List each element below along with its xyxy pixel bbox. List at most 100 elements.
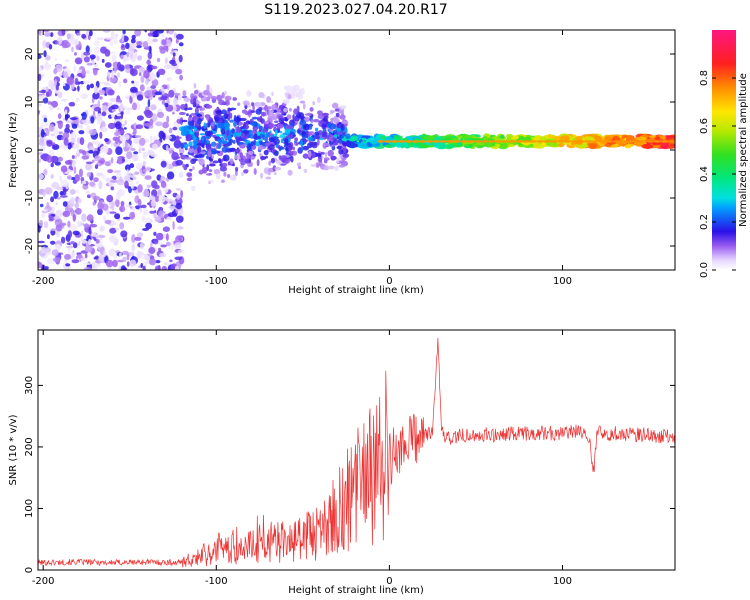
heatmap-cell: [80, 176, 85, 182]
heatmap-cell: [542, 140, 551, 143]
heatmap-cell: [221, 92, 225, 99]
heatmap-cell: [78, 130, 85, 135]
heatmap-cell: [229, 147, 236, 152]
heatmap-cell: [74, 52, 77, 56]
heatmap-cell: [126, 151, 133, 160]
colorbar-tick-label: 0.0: [699, 262, 710, 278]
heatmap-cell: [316, 163, 319, 167]
heatmap-cell: [169, 259, 173, 263]
heatmap-cell: [138, 72, 142, 77]
heatmap-cell: [241, 109, 248, 114]
heatmap-cell: [73, 242, 78, 249]
heatmap-cell: [130, 148, 136, 151]
heatmap-cell: [160, 195, 166, 203]
x-tick-label: -200: [32, 276, 55, 287]
heatmap-cell: [88, 129, 97, 136]
heatmap-cell: [197, 117, 202, 125]
heatmap-cell: [183, 97, 191, 102]
heatmap-cell: [246, 90, 252, 97]
heatmap-cell: [190, 185, 196, 192]
heatmap-cell: [323, 143, 331, 147]
heatmap-cell: [148, 246, 156, 255]
heatmap-cell: [268, 123, 275, 129]
heatmap-cell: [50, 228, 57, 232]
heatmap-cell: [100, 260, 106, 264]
heatmap-cell: [91, 261, 96, 269]
heatmap-cell: [72, 230, 80, 236]
heatmap-cell: [239, 152, 243, 159]
heatmap-cell: [83, 267, 92, 270]
snr-line-content: [38, 337, 675, 568]
heatmap-cell: [152, 143, 158, 150]
heatmap-cell: [98, 234, 106, 239]
heatmap-cell: [147, 51, 153, 60]
heatmap-cell: [282, 99, 290, 104]
heatmap-cell: [274, 120, 279, 123]
heatmap-cell: [236, 119, 239, 126]
heatmap-cell: [64, 113, 69, 122]
heatmap-cell: [177, 226, 184, 230]
heatmap-cell: [60, 98, 68, 102]
heatmap-cell: [104, 161, 111, 167]
heatmap-cell: [137, 55, 143, 61]
heatmap-cell: [106, 194, 114, 203]
heatmap-cell: [162, 45, 168, 51]
heatmap-cell: [338, 149, 344, 155]
heatmap-cell: [314, 127, 319, 132]
heatmap-cell: [162, 90, 165, 95]
heatmap-cell: [502, 142, 508, 149]
heatmap-cell: [105, 259, 114, 268]
heatmap-cell: [41, 213, 46, 219]
heatmap-cell: [264, 104, 269, 112]
heatmap-cell: [303, 168, 308, 173]
heatmap-cell: [38, 224, 41, 233]
heatmap-cell: [71, 38, 80, 46]
heatmap-cell: [305, 117, 309, 122]
heatmap-cell: [46, 202, 50, 209]
heatmap-cell: [598, 140, 607, 143]
heatmap-cell: [553, 135, 562, 141]
heatmap-cell: [166, 83, 170, 91]
heatmap-cell: [545, 141, 558, 147]
heatmap-cell: [298, 165, 301, 170]
heatmap-cell: [208, 180, 214, 183]
heatmap-cell: [48, 218, 54, 222]
heatmap-cell: [219, 139, 222, 146]
heatmap-cell: [383, 140, 392, 143]
heatmap-cell: [142, 161, 147, 167]
heatmap-cell: [122, 216, 131, 220]
heatmap-cell: [294, 141, 299, 146]
heatmap-cell: [285, 85, 292, 93]
heatmap-cell: [317, 156, 323, 163]
heatmap-cell: [71, 155, 75, 159]
heatmap-cell: [57, 91, 63, 99]
heatmap-cell: [229, 174, 237, 181]
heatmap-cell: [50, 174, 54, 179]
heatmap-cell: [257, 144, 263, 151]
heatmap-cell: [157, 68, 166, 76]
heatmap-cell: [45, 92, 50, 98]
heatmap-cell: [76, 124, 84, 129]
heatmap-cell: [147, 38, 154, 45]
heatmap-cell: [184, 157, 192, 160]
heatmap-cell: [268, 144, 275, 151]
heatmap-cell: [332, 138, 339, 146]
heatmap-cell: [321, 123, 326, 130]
heatmap-cell: [153, 231, 157, 236]
heatmap-cell: [74, 78, 79, 85]
heatmap-cell: [231, 128, 235, 133]
heatmap-cell: [223, 154, 230, 162]
heatmap-cell: [339, 105, 347, 110]
heatmap-cell: [536, 140, 544, 143]
heatmap-cell: [172, 111, 175, 115]
heatmap-cell: [110, 186, 115, 191]
heatmap-cell: [563, 140, 572, 143]
heatmap-cell: [62, 210, 71, 218]
heatmap-cell: [93, 103, 101, 108]
heatmap-cell: [646, 140, 655, 143]
heatmap-cell: [243, 122, 246, 130]
heatmap-cell: [131, 80, 135, 84]
heatmap-cell: [150, 219, 153, 223]
y-tick-label: 200: [24, 437, 35, 456]
heatmap-cell: [191, 152, 194, 157]
